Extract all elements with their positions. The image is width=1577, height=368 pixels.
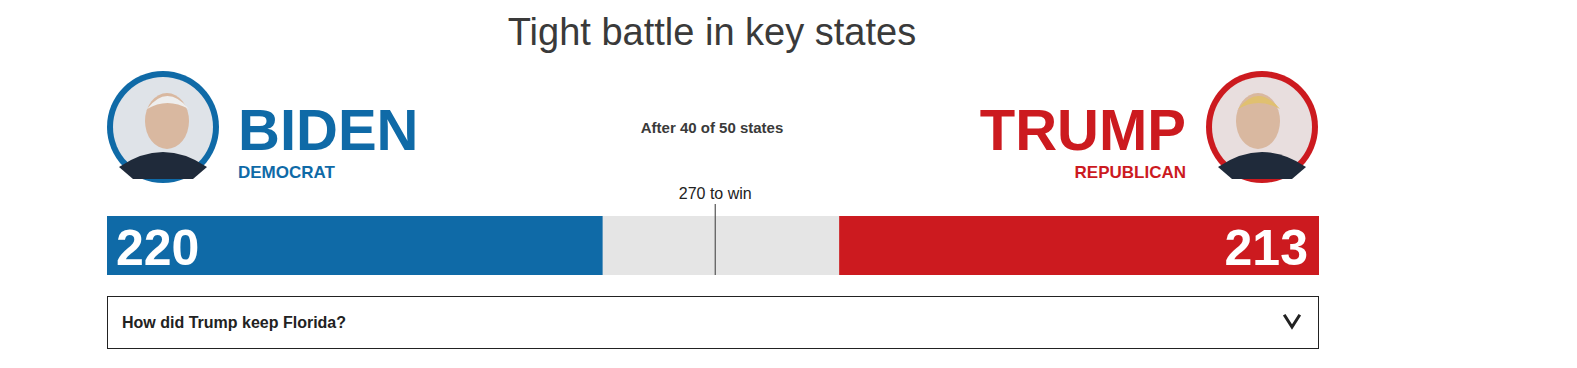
data-label: 213 — [1225, 220, 1308, 276]
data-label: 220 — [116, 220, 199, 276]
dropdown[interactable] — [108, 297, 1319, 349]
portrait-hair — [1238, 96, 1280, 109]
subtitle: After 40 of 50 states — [641, 119, 784, 136]
portrait — [107, 71, 219, 183]
dropdown-label[interactable]: How did Trump keep Florida? — [122, 314, 346, 331]
threshold-label: 270 to win — [679, 185, 752, 202]
dropdown-chevron[interactable] — [1285, 316, 1299, 327]
page: {"chart_data": {"type": "bar", "orientat… — [0, 0, 1577, 368]
portrait-body — [1218, 152, 1306, 179]
portrait-body — [119, 152, 207, 179]
range-track — [107, 216, 1319, 275]
threshold-line — [715, 204, 716, 275]
candidate-name: BIDEN — [238, 97, 418, 162]
portrait-head — [1236, 93, 1280, 149]
bar — [839, 216, 1319, 275]
bar — [107, 216, 603, 275]
portrait — [1206, 71, 1318, 183]
party-name: DEMOCRAT — [238, 163, 336, 182]
marks — [107, 216, 1319, 275]
chart: Tight battle in key states After 40 of 50… — [0, 0, 1577, 368]
title: Tight battle in key states — [508, 11, 916, 53]
portrait-ring — [1206, 71, 1318, 183]
party-name: REPUBLICAN — [1075, 163, 1186, 182]
candidate-name: TRUMP — [980, 97, 1186, 162]
portrait-ring — [107, 71, 219, 183]
portrait-head — [145, 93, 189, 149]
portrait-hair — [147, 96, 189, 109]
chart-root: Tight battle in key states After 40 of 50… — [0, 0, 1577, 368]
